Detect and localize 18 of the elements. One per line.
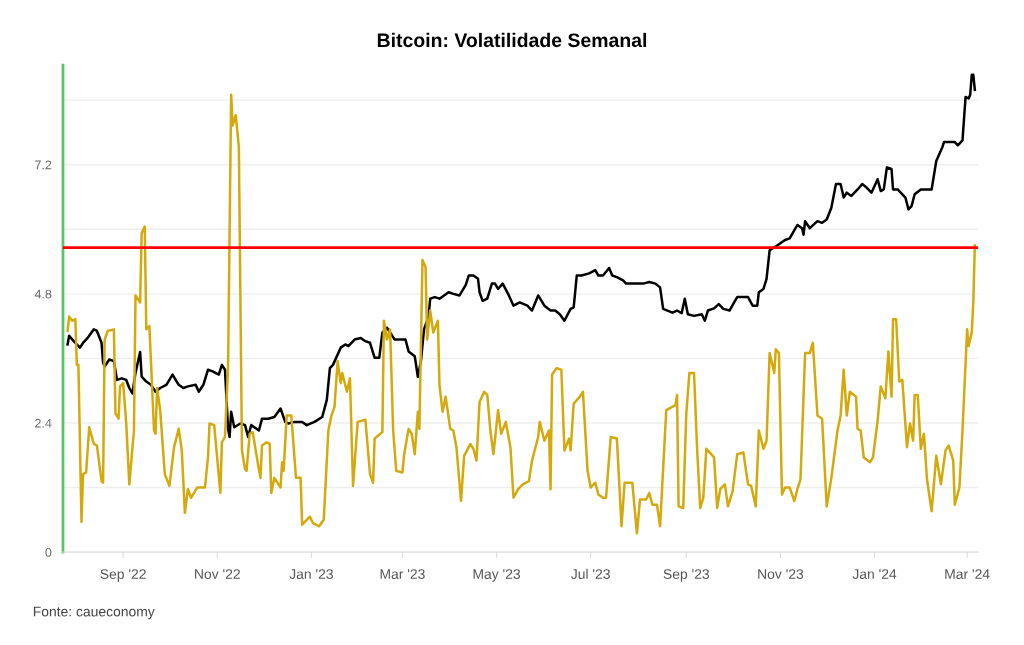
x-tick-label: Jul '23 bbox=[571, 568, 610, 579]
x-tick-label: Nov '22 bbox=[195, 569, 240, 579]
x-tick-label: May '23 bbox=[473, 569, 521, 582]
x-tick-label: Jan '23 bbox=[289, 569, 333, 579]
x-tick-label: Sep '22 bbox=[100, 569, 146, 582]
chart-title: Bitcoin: Volatilidade Semanal bbox=[377, 32, 647, 48]
x-tick-label: Mar '23 bbox=[380, 569, 425, 579]
y-tick-label: 7.2 bbox=[35, 160, 52, 170]
x-tick-label: Mar '24 bbox=[945, 569, 990, 579]
x-tick-label: Sep '23 bbox=[663, 569, 710, 582]
x-tick-label: Jan '24 bbox=[852, 569, 897, 579]
line-series bbox=[66, 73, 977, 439]
y-tick-label: 2.4 bbox=[35, 418, 52, 428]
y-tick-label: 0 bbox=[45, 547, 52, 557]
line-series bbox=[66, 93, 977, 535]
source-note: Fonte: caueconomy bbox=[33, 606, 155, 620]
x-tick-label: Nov '23 bbox=[758, 569, 804, 579]
y-tick-label: 4.8 bbox=[34, 289, 52, 299]
